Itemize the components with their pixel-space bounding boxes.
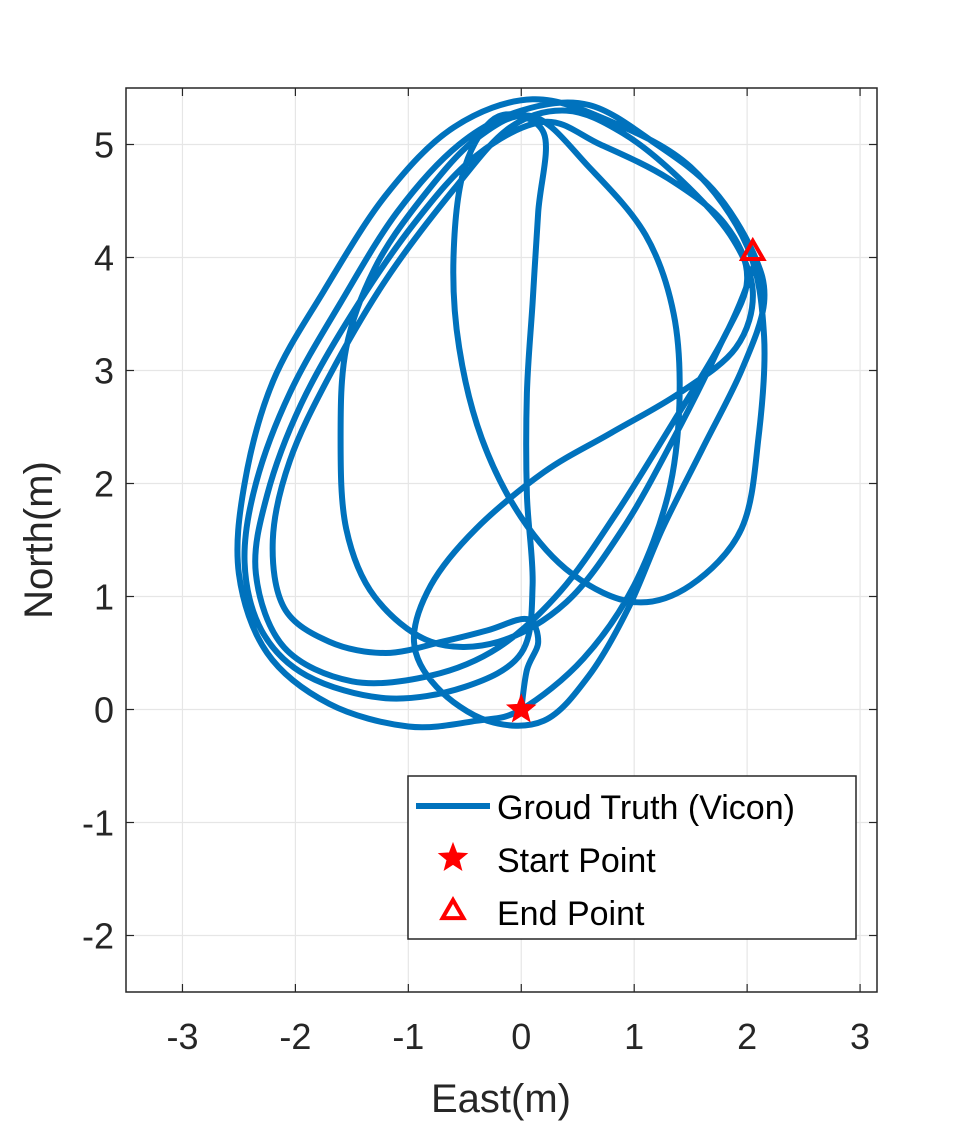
- y-tick-label: -2: [82, 916, 114, 957]
- legend-entry-ground-truth: Groud Truth (Vicon): [497, 789, 795, 827]
- y-tick-label: 5: [94, 125, 114, 166]
- trajectory-series: [234, 96, 768, 731]
- axis-ticks: [126, 88, 877, 992]
- markers: [505, 236, 767, 723]
- y-tick-labels: -2 -1 0 1 2 3 4 5: [82, 125, 114, 957]
- y-tick-label: 0: [94, 690, 114, 731]
- legend-triangle-glyph: [439, 895, 467, 921]
- legend: Groud Truth (Vicon) Start Point End Poin…: [407, 775, 857, 940]
- x-tick-labels: -3 -2 -1 0 1 2 3: [166, 1016, 870, 1057]
- legend-star-icon: [437, 841, 469, 871]
- axes-frame: [125, 87, 878, 993]
- x-tick-label: -1: [392, 1016, 424, 1057]
- start-point-marker: [505, 693, 537, 723]
- x-tick-label: -2: [279, 1016, 311, 1057]
- x-tick-label: 2: [737, 1016, 757, 1057]
- y-tick-label: 4: [94, 238, 114, 279]
- legend-entry-end-point: End Point: [497, 895, 645, 933]
- x-tick-label: 1: [624, 1016, 644, 1057]
- ground-truth-trajectory-line: [234, 96, 768, 731]
- x-tick-label: 0: [511, 1016, 531, 1057]
- y-axis-label: North(m): [17, 461, 61, 619]
- legend-triangle-icon: [439, 895, 467, 921]
- x-tick-label: -3: [166, 1016, 198, 1057]
- y-tick-label: 3: [94, 351, 114, 392]
- x-tick-label: 3: [850, 1016, 870, 1057]
- x-axis-label: East(m): [431, 1077, 571, 1121]
- legend-entry-start-point: Start Point: [497, 842, 656, 880]
- y-tick-label: -1: [82, 803, 114, 844]
- legend-star-glyph: [437, 841, 469, 871]
- y-tick-label: 1: [94, 577, 114, 618]
- y-tick-label: 2: [94, 464, 114, 505]
- end-point-marker: [738, 236, 767, 261]
